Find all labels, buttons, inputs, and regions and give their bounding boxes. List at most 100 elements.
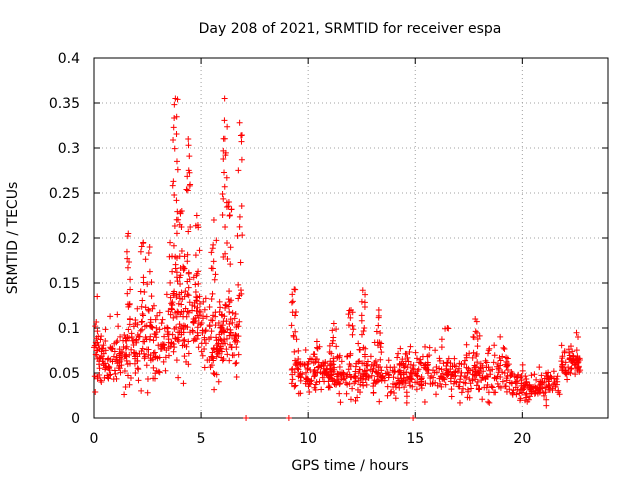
data-point (409, 365, 416, 372)
data-point (417, 359, 424, 366)
data-point (207, 364, 214, 371)
data-point (469, 354, 476, 361)
data-point (474, 336, 481, 343)
data-point (352, 374, 359, 381)
data-point (394, 375, 401, 382)
data-point (492, 389, 499, 396)
data-point (190, 319, 197, 326)
data-point (460, 385, 467, 392)
data-point (138, 319, 145, 326)
data-point (134, 305, 141, 312)
data-point (173, 357, 180, 364)
data-point (440, 360, 447, 367)
data-point (476, 332, 483, 339)
data-point (203, 313, 210, 320)
data-point (167, 239, 174, 246)
data-point (137, 327, 144, 334)
data-point (486, 345, 493, 352)
data-point (293, 359, 300, 366)
data-point (167, 279, 174, 286)
data-point (377, 356, 384, 363)
data-point (134, 332, 141, 339)
data-point (358, 331, 365, 338)
data-point (412, 370, 419, 377)
data-point (221, 117, 228, 124)
data-point (233, 321, 240, 328)
data-point (289, 365, 296, 372)
data-point (172, 335, 179, 342)
data-point (126, 315, 133, 322)
data-point (485, 347, 492, 354)
data-point (208, 249, 215, 256)
data-point (514, 372, 521, 379)
data-point (573, 347, 580, 354)
data-point (228, 297, 235, 304)
data-point (457, 376, 464, 383)
data-point (422, 365, 429, 372)
data-point (194, 270, 201, 277)
data-point (213, 237, 220, 244)
data-point (192, 288, 199, 295)
data-point (93, 319, 100, 326)
data-point (403, 399, 410, 406)
data-point (221, 340, 228, 347)
data-point (225, 199, 232, 205)
data-point (177, 281, 184, 288)
data-point (189, 302, 196, 309)
data-point (210, 258, 217, 265)
data-point (466, 376, 473, 383)
data-point (336, 380, 343, 387)
data-point (98, 345, 105, 352)
data-point (359, 287, 366, 294)
data-point (226, 308, 233, 315)
data-point (375, 307, 382, 313)
data-point (522, 379, 529, 386)
x-tick-labels: 0 5 10 15 20 (90, 431, 532, 447)
data-point (489, 384, 496, 391)
data-point (175, 300, 182, 307)
data-point (527, 384, 534, 391)
data-point (220, 253, 227, 260)
data-point (185, 270, 192, 277)
data-point (159, 316, 166, 323)
data-point (171, 325, 178, 332)
data-point (182, 323, 189, 330)
data-point (356, 366, 363, 373)
data-point (563, 371, 570, 378)
data-point (208, 295, 215, 302)
data-point (236, 213, 243, 220)
data-point (226, 357, 233, 364)
data-point (330, 361, 337, 368)
y-tick-label: 0 (71, 411, 80, 427)
data-point (311, 372, 318, 379)
data-point (232, 311, 239, 318)
data-point (421, 399, 428, 406)
data-point (558, 342, 565, 349)
data-point (91, 373, 98, 380)
data-point (167, 294, 174, 301)
data-point (98, 378, 105, 385)
data-point (178, 331, 185, 338)
data-point (482, 375, 489, 382)
data-point (448, 393, 455, 400)
data-point (172, 261, 179, 268)
data-point (168, 339, 175, 346)
data-point (184, 258, 191, 265)
data-point (144, 375, 151, 382)
data-point (407, 343, 414, 350)
data-point (519, 367, 526, 374)
data-point (165, 352, 172, 359)
data-point (185, 136, 192, 142)
data-point (359, 360, 366, 367)
data-point (216, 331, 223, 338)
data-point (354, 394, 361, 401)
data-point (213, 334, 220, 341)
data-point (227, 329, 234, 336)
data-point (201, 364, 208, 371)
data-point (186, 276, 193, 283)
data-point (180, 380, 187, 387)
data-point (347, 314, 354, 321)
data-point (135, 366, 142, 373)
data-point (538, 372, 545, 379)
data-point (357, 381, 364, 388)
